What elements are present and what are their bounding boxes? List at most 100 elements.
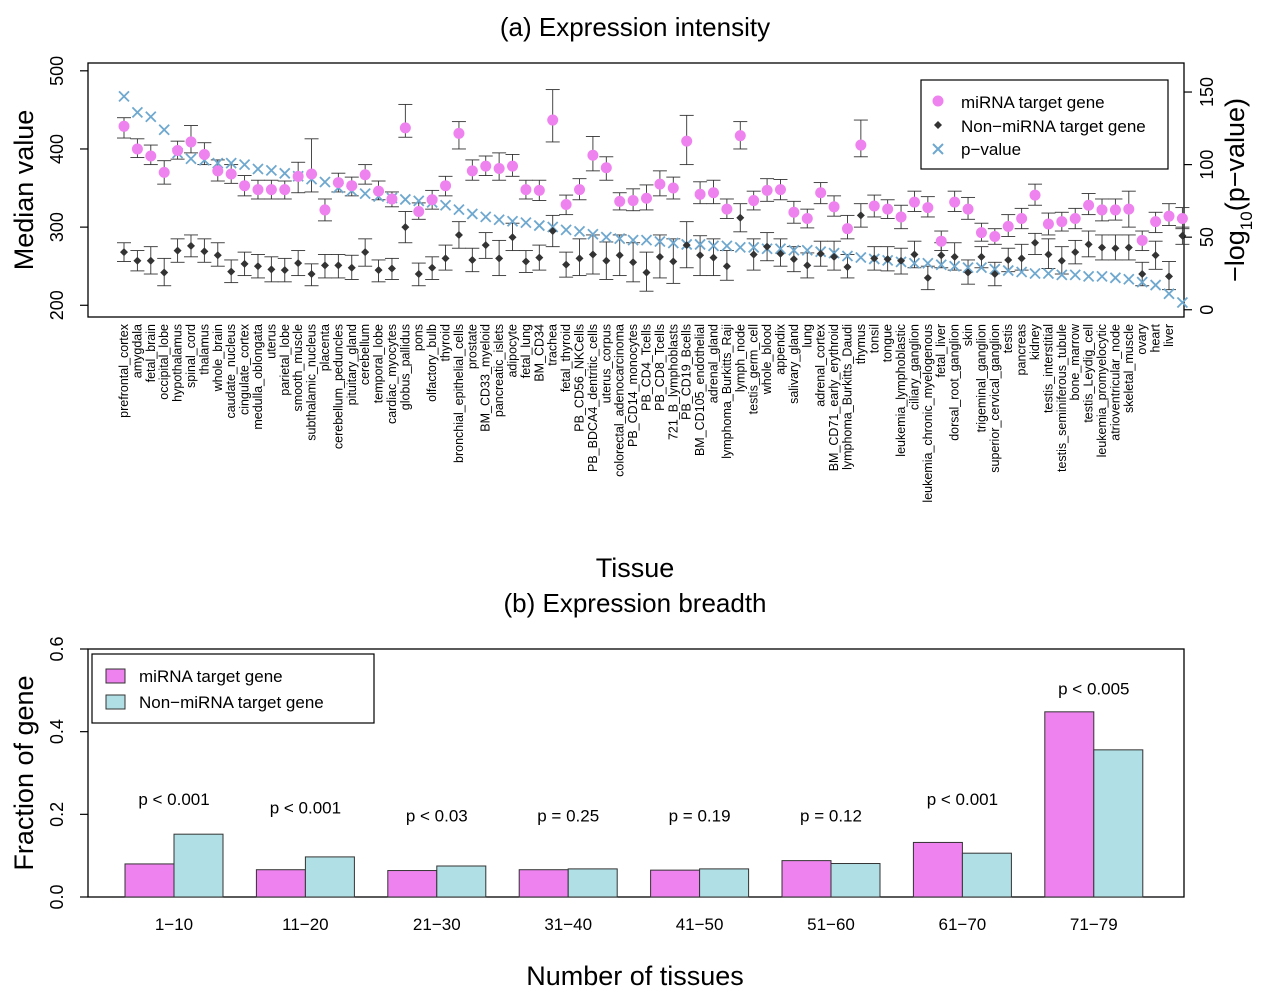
mirna-point <box>694 188 706 200</box>
a-xtick-label: adipocyte <box>506 324 520 378</box>
panel-a-plot-frame <box>87 62 1185 318</box>
pvalue-point <box>801 244 813 256</box>
panel-b-legend: miRNA target gene Non−miRNA target gene <box>91 653 375 724</box>
a-xtick-label: cerebellum <box>358 324 372 385</box>
nonmirna-point <box>1138 270 1147 279</box>
a-xtick-label: thyroid <box>439 324 453 362</box>
panel-b-legend-box <box>91 653 375 724</box>
bar-mirna <box>518 869 569 898</box>
a-xtick-label: globus_pallidus <box>398 324 412 410</box>
nonmirna-point <box>1124 243 1133 252</box>
a-y2tick-label: 0 <box>1197 305 1217 315</box>
bar-mirna <box>124 863 175 898</box>
pvalue-point <box>614 232 626 245</box>
bar-mirna <box>387 870 438 898</box>
mirna-point <box>265 184 277 196</box>
nonmirna-point <box>789 255 798 264</box>
mirna-point <box>413 205 425 217</box>
nonmirna-point <box>401 223 410 232</box>
mirna-point <box>480 160 492 172</box>
nonmirna-point <box>1178 231 1187 240</box>
nonmirna-point <box>1057 256 1066 265</box>
a-xtick-label: testis_germ_cell <box>747 324 761 414</box>
mirna-point <box>1029 189 1041 201</box>
a-xtick-label: leukemia_promyelocytic <box>1095 324 1109 457</box>
pvalue-point <box>1163 288 1175 300</box>
b-ytick-label: 0.0 <box>47 884 67 909</box>
a-xtick-label: uterus <box>264 324 278 359</box>
a-xtick-label: fetal_thyroid <box>559 324 573 392</box>
mirna-point <box>1150 216 1162 228</box>
a-xtick-label: testis <box>1001 324 1015 353</box>
p-value-annotation: p < 0.001 <box>138 790 209 809</box>
mirna-point <box>1002 220 1014 232</box>
nonmirna-point <box>1004 255 1013 264</box>
mirna-point <box>292 170 304 182</box>
nonmirna-point <box>294 259 303 268</box>
pvalue-point <box>279 167 291 179</box>
nonmirna-point <box>602 256 611 265</box>
mirna-point <box>761 184 773 196</box>
a-xtick-label: cerebellum_peduncles <box>331 324 345 449</box>
mirna-point <box>560 198 572 210</box>
bar-mirna <box>781 860 832 898</box>
a-ytick-label: 500 <box>47 56 67 86</box>
pvalue-point <box>1002 264 1014 277</box>
nonmirna-point <box>642 268 651 277</box>
a-xtick-label: uterus_corpus <box>599 324 613 403</box>
mirna-point <box>801 213 813 225</box>
nonmirna-point <box>414 270 423 279</box>
pvalue-point <box>667 237 679 249</box>
error-bar <box>304 138 319 193</box>
a-ytick-label: 300 <box>47 212 67 242</box>
nonmirna-point <box>1017 254 1026 263</box>
a-xtick-label: appendix <box>773 323 787 374</box>
a-xtick-label: dorsal_root_ganglion <box>948 324 962 441</box>
a-xtick-label: amygdala <box>130 324 144 378</box>
a-xtick-label: parietal_lobe <box>278 324 292 396</box>
nonmirna-point <box>883 255 892 264</box>
nonmirna-point <box>588 250 597 259</box>
pvalue-point <box>908 257 921 269</box>
a-xtick-label: tongue <box>881 324 895 362</box>
pvalue-point <box>493 214 505 226</box>
pvalue-point <box>788 244 800 256</box>
a-xtick-label: hypothalamus <box>171 324 185 402</box>
nonmirna-point <box>870 254 879 263</box>
nonmirna-point <box>1031 238 1040 247</box>
nonmirna-point <box>803 261 812 270</box>
a-xtick-label: placenta <box>318 324 332 371</box>
mirna-point <box>118 120 130 132</box>
panel-expression-breadth: (b) Expression breadth 0.0 0.2 0.4 0.6 1−10… <box>9 588 1185 991</box>
mirna-point <box>828 201 840 213</box>
a-xtick-label: testis_Leydig_cell <box>1082 324 1096 423</box>
p-value-annotation: p = 0.19 <box>669 807 731 826</box>
mirna-point <box>1016 213 1028 225</box>
pvalue-point <box>225 157 237 169</box>
a-xtick-label: medulla_oblongata <box>251 324 265 430</box>
nonmirna-point <box>535 253 544 262</box>
a-xtick-label: superior_cervical_ganglion <box>988 324 1002 473</box>
nonmirna-point <box>387 264 396 273</box>
mirna-point <box>895 211 907 223</box>
pvalue-point <box>319 176 331 188</box>
nonmirna-point <box>146 256 155 265</box>
mirna-point <box>306 168 318 180</box>
p-value-annotation: p < 0.03 <box>406 807 468 826</box>
pvalue-point <box>627 234 639 246</box>
mirna-point <box>922 202 934 214</box>
legend-pvalue-label: p−value <box>961 140 1021 159</box>
b-xtick-label: 1−10 <box>155 915 193 934</box>
a-xtick-label: bone_marrow <box>1068 323 1082 400</box>
mirna-point <box>466 165 478 177</box>
pvalue-point <box>520 217 532 229</box>
nonmirna-point <box>374 266 383 275</box>
nonmirna-point <box>696 251 705 260</box>
mirna-point <box>225 168 237 180</box>
pvalue-point <box>453 203 465 216</box>
mirna-point <box>667 182 679 194</box>
b-xtick-label: 61−70 <box>939 915 987 934</box>
pvalue-point <box>962 262 974 274</box>
a-xtick-label: cingulate_cortex <box>238 323 252 415</box>
